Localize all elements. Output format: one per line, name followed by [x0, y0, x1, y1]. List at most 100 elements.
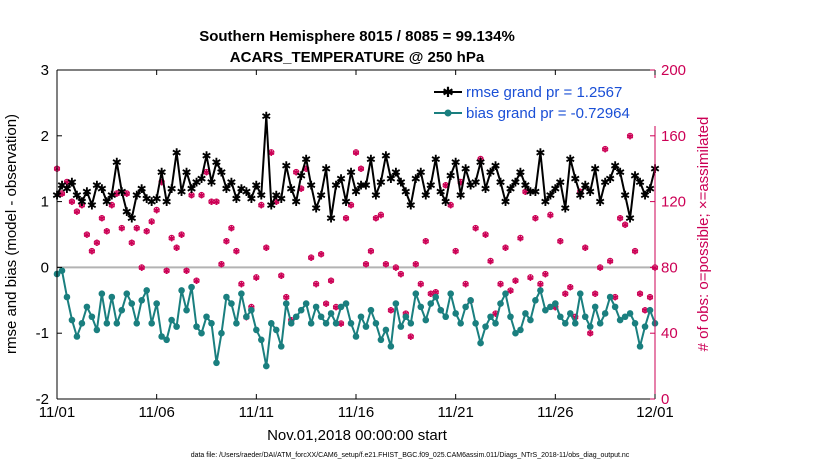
legend-bias-label: bias grand pr = -0.72964: [466, 105, 630, 122]
rmse-point: ✱: [206, 175, 216, 189]
obs-assimilated-point: ✱: [606, 257, 614, 267]
y-tick-label-right: 120: [661, 194, 686, 211]
rmse-point: ✱: [311, 202, 321, 216]
rmse-line: [56, 116, 656, 221]
obs-assimilated-point: ✱: [322, 300, 330, 310]
obs-possible-point: [228, 224, 235, 232]
obs-possible-point: [113, 190, 120, 197]
bias-point: [596, 320, 604, 327]
x-tick-label: 11/01: [39, 404, 75, 421]
y-tick-label-left: 0: [41, 259, 49, 276]
bias-point: [497, 300, 504, 307]
bias-point: [547, 303, 554, 311]
y-tick-label-left: 3: [41, 62, 49, 79]
rmse-point: ✱: [366, 152, 376, 166]
obs-possible-point: [382, 261, 389, 268]
bias-point: [193, 323, 200, 330]
bias-point: [646, 306, 654, 314]
bias-point: [482, 323, 489, 330]
footnote: data file: /Users/raeder/DAI/ATM_forcXX/…: [191, 452, 630, 459]
obs-assimilated-point: ✱: [562, 290, 570, 300]
bias-point: [128, 300, 136, 307]
obs-assimilated-point: ✱: [233, 247, 241, 257]
obs-possible-point: [83, 231, 91, 238]
bias-point: [272, 326, 280, 334]
obs-assimilated-point: ✱: [641, 307, 649, 317]
obs-assimilated-point: ✱: [567, 284, 575, 294]
rmse-point: ✱: [291, 195, 301, 209]
bias-point: [332, 320, 340, 327]
obs-possible-point: [188, 191, 195, 199]
rmse-point: ✱: [525, 185, 535, 199]
obs-possible-point: [98, 214, 105, 222]
obs-possible-point: [387, 307, 394, 314]
obs-assimilated-point: ✱: [372, 215, 380, 225]
obs-assimilated-point: ✱: [128, 239, 136, 249]
bias-point: [113, 320, 121, 327]
rmse-point: ✱: [271, 189, 281, 203]
obs-possible-point: [233, 247, 240, 255]
y-tick-label-right: 160: [661, 128, 686, 145]
obs-assimilated-point: ✱: [83, 231, 91, 241]
bias-point: [153, 300, 160, 307]
obs-possible-point: [512, 277, 519, 284]
rmse-point: ✱: [172, 146, 182, 160]
bias-point: [312, 303, 320, 311]
bias-point: [208, 320, 215, 327]
obs-possible-point: [532, 214, 539, 222]
rmse-point: ✱: [296, 169, 306, 183]
bias-point: [342, 300, 350, 307]
obs-assimilated-point: ✱: [357, 165, 365, 175]
bias-point: [542, 306, 549, 314]
y-axis-label-left: rmse and bias (model - observation): [3, 114, 20, 354]
obs-assimilated-point: ✱: [292, 168, 300, 178]
obs-assimilated-point: ✱: [153, 206, 161, 216]
obs-assimilated-point: ✱: [188, 192, 196, 202]
rmse-point: ✱: [446, 169, 456, 183]
rmse-point: ✱: [72, 189, 82, 203]
rmse-point: ✱: [401, 185, 411, 199]
rmse-point: ✱: [221, 182, 231, 196]
legend-rmse-label: rmse grand pr = 1.2567: [466, 84, 622, 101]
rmse-point: ✱: [381, 149, 391, 163]
obs-assimilated-point: ✱: [327, 277, 335, 287]
obs-possible-point: [462, 280, 469, 287]
rmse-point: ✱: [535, 146, 545, 160]
obs-possible-point: [407, 333, 414, 340]
obs-possible-point: [323, 300, 330, 307]
rmse-point: ✱: [620, 189, 630, 203]
obs-possible-point: [103, 228, 110, 235]
rmse-point: ✱: [241, 185, 251, 199]
obs-possible-point: [108, 201, 115, 208]
rmse-point: ✱: [436, 185, 446, 199]
bias-point: [178, 287, 185, 294]
obs-assimilated-point: ✱: [347, 201, 355, 211]
bias-point: [367, 306, 375, 314]
obs-assimilated-point: ✱: [596, 264, 604, 274]
bias-point: [537, 287, 544, 294]
obs-assimilated-point: ✱: [462, 280, 470, 290]
obs-possible-point: [327, 277, 335, 284]
y-tick-label-right: 40: [661, 325, 678, 342]
obs-possible-point: [283, 293, 290, 301]
obs-possible-point: [617, 214, 624, 222]
obs-assimilated-point: ✱: [542, 270, 550, 280]
bias-point: [203, 313, 210, 321]
obs-assimilated-point: ✱: [258, 201, 266, 211]
bias-point: [397, 323, 405, 330]
bias-point: [372, 320, 380, 327]
obs-assimilated-point: ✱: [73, 208, 81, 218]
rmse-point: ✱: [316, 189, 326, 203]
bias-point: [73, 333, 81, 340]
bias-point: [626, 310, 634, 317]
rmse-point: ✱: [286, 182, 296, 196]
rmse-point: ✱: [306, 179, 316, 193]
bias-point: [243, 313, 250, 321]
obs-assimilated-point: ✱: [397, 270, 405, 280]
rmse-point: ✱: [97, 182, 107, 196]
bias-point: [258, 336, 265, 344]
bias-point: [562, 320, 569, 327]
rmse-point: ✱: [192, 175, 202, 189]
obs-assimilated-point: ✱: [253, 274, 261, 284]
obs-assimilated-point: ✱: [392, 264, 400, 274]
